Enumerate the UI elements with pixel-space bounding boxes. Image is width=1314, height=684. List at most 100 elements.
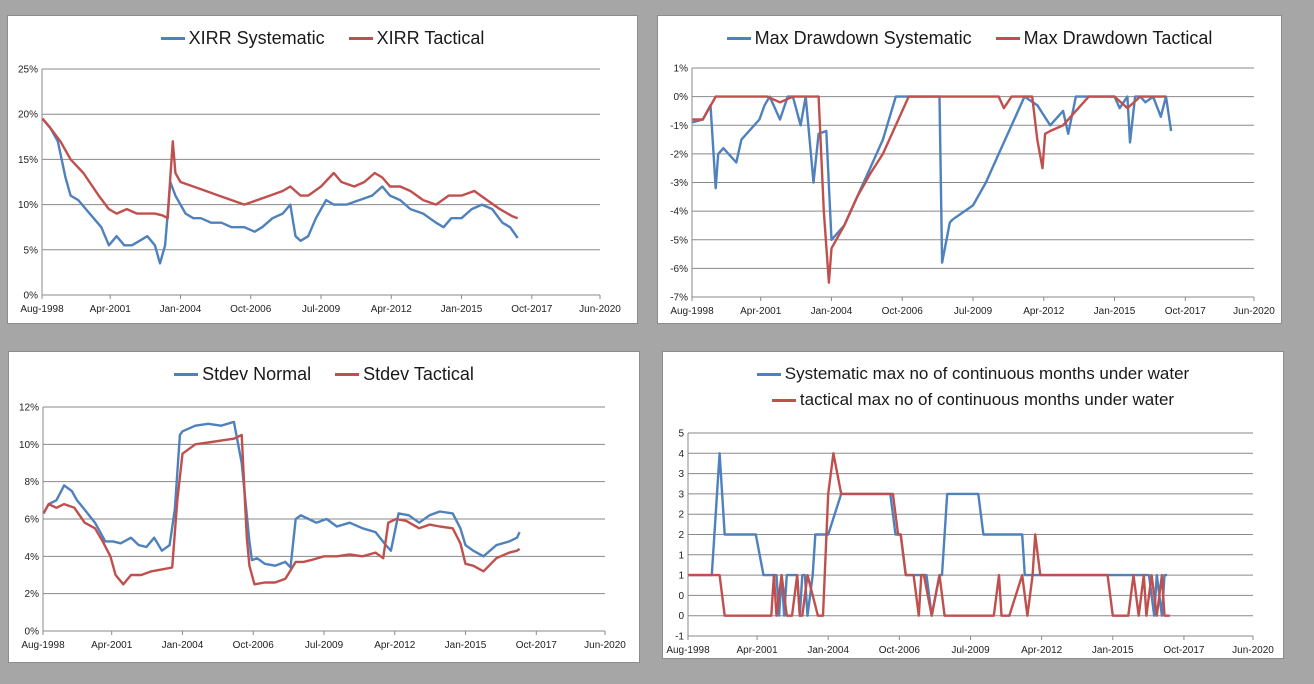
y-tick-label: 8% bbox=[25, 477, 40, 488]
x-tick-label: Oct-2006 bbox=[230, 304, 272, 315]
series-line-red bbox=[692, 95, 1166, 284]
x-tick-label: Jun-2020 bbox=[1233, 306, 1275, 317]
legend-label: XIRR Systematic bbox=[188, 28, 325, 48]
y-tick-label: 0 bbox=[678, 611, 684, 622]
x-tick-label: Jul-2009 bbox=[954, 306, 993, 317]
x-tick-label: Oct-2006 bbox=[879, 645, 921, 656]
x-tick-label: Jan-2004 bbox=[160, 304, 202, 315]
legend: XIRR Systematic XIRR Tactical bbox=[8, 28, 637, 49]
legend-swatch bbox=[771, 398, 796, 402]
y-tick-label: -4% bbox=[670, 207, 688, 218]
y-tick-label: -7% bbox=[670, 293, 688, 304]
legend-label: Systematic max no of continuous months u… bbox=[784, 364, 1190, 383]
y-tick-label: 1% bbox=[674, 64, 689, 75]
y-tick-label: 0% bbox=[24, 291, 39, 302]
x-tick-label: Jul-2009 bbox=[951, 645, 990, 656]
x-tick-label: Apr-2012 bbox=[1021, 645, 1063, 656]
y-tick-label: 0% bbox=[25, 627, 40, 638]
x-tick-label: Jun-2020 bbox=[584, 640, 626, 651]
y-tick-label: -2% bbox=[670, 149, 688, 160]
x-tick-label: Jan-2004 bbox=[811, 306, 853, 317]
series-line-red bbox=[688, 452, 1170, 617]
chart-panel-xirr: XIRR Systematic XIRR Tactical 0% 5% 10% 15%… bbox=[7, 15, 638, 324]
x-tick-label: Oct-2017 bbox=[511, 304, 553, 315]
x-tick-label: Oct-2006 bbox=[882, 306, 924, 317]
legend-item-systematic: Max Drawdown Systematic bbox=[726, 28, 972, 49]
x-tick-label: Apr-2001 bbox=[737, 645, 779, 656]
x-tick-label: Oct-2006 bbox=[233, 640, 275, 651]
legend: Stdev Normal Stdev Tactical bbox=[9, 364, 639, 385]
x-tick-label: Apr-2012 bbox=[374, 640, 416, 651]
x-tick-label: Jan-2015 bbox=[1094, 306, 1136, 317]
legend-item-tactical: Max Drawdown Tactical bbox=[995, 28, 1213, 49]
x-tick-label: Oct-2017 bbox=[516, 640, 558, 651]
x-tick-label: Jan-2015 bbox=[441, 304, 483, 315]
x-tick-label: Apr-2012 bbox=[1023, 306, 1065, 317]
legend-swatch bbox=[348, 37, 373, 40]
legend-swatch bbox=[160, 37, 185, 40]
x-tick-label: Jan-2015 bbox=[445, 640, 487, 651]
y-tick-label: 2% bbox=[25, 589, 40, 600]
legend-swatch bbox=[726, 37, 751, 40]
x-tick-label: Jul-2009 bbox=[302, 304, 341, 315]
y-tick-label: 10% bbox=[19, 440, 39, 451]
chart-panel-max-drawdown: Max Drawdown Systematic Max Drawdown Tac… bbox=[657, 15, 1282, 324]
chart-svg: 0% 2% 4% 6% 8% 10% 12% Aug-1998 Apr-2001 Jan-2004… bbox=[19, 403, 626, 652]
legend-item-systematic: Systematic max no of continuous months u… bbox=[756, 364, 1190, 384]
y-tick-label: 2 bbox=[678, 530, 684, 541]
chart-svg: 0% 5% 10% 15% 20% 25% Aug-1998 Apr-2001 Jan-2004… bbox=[18, 65, 621, 316]
y-tick-label: 2 bbox=[678, 510, 684, 521]
y-tick-label: 1 bbox=[678, 550, 684, 561]
series-line-red bbox=[42, 433, 521, 586]
x-tick-label: Apr-2001 bbox=[91, 640, 133, 651]
x-tick-label: Aug-1998 bbox=[21, 640, 65, 651]
x-tick-label: Aug-1998 bbox=[666, 645, 710, 656]
series-line-red bbox=[41, 117, 519, 220]
y-tick-label: 3 bbox=[678, 469, 684, 480]
x-tick-label: Jun-2020 bbox=[1232, 645, 1274, 656]
legend-swatch bbox=[174, 373, 199, 376]
x-tick-label: Aug-1998 bbox=[670, 306, 714, 317]
y-tick-label: 20% bbox=[18, 110, 38, 121]
legend-item-systematic: XIRR Systematic bbox=[160, 28, 325, 49]
series-line-blue bbox=[688, 452, 1168, 617]
y-tick-label: 0 bbox=[678, 591, 684, 602]
series-line-blue bbox=[42, 420, 521, 569]
legend-swatch bbox=[335, 373, 360, 376]
y-tick-label: 4% bbox=[25, 552, 40, 563]
legend-item-tactical: tactical max no of continuous months und… bbox=[771, 390, 1175, 410]
x-tick-label: Jun-2020 bbox=[579, 304, 621, 315]
y-tick-label: 4 bbox=[678, 449, 684, 460]
legend-label: tactical max no of continuous months und… bbox=[799, 390, 1175, 409]
y-tick-label: 10% bbox=[18, 200, 38, 211]
series-line-blue bbox=[41, 117, 519, 265]
series-line-blue bbox=[692, 95, 1173, 264]
y-tick-label: 12% bbox=[19, 403, 39, 414]
x-tick-label: Oct-2017 bbox=[1163, 645, 1205, 656]
legend: Systematic max no of continuous months u… bbox=[663, 364, 1283, 410]
y-tick-label: 5% bbox=[24, 245, 39, 256]
legend-label: Stdev Normal bbox=[202, 364, 312, 384]
x-tick-label: Apr-2012 bbox=[371, 304, 413, 315]
y-tick-label: -6% bbox=[670, 264, 688, 275]
x-tick-label: Aug-1998 bbox=[20, 304, 64, 315]
legend-item-tactical: Stdev Tactical bbox=[335, 364, 474, 385]
y-tick-label: -1 bbox=[675, 632, 684, 643]
chart-svg: 5 4 3 3 2 2 1 1 0 0 -1 Aug-1998 Apr-2001 Jan-2004 Oct-… bbox=[666, 429, 1274, 657]
legend-label: Stdev Tactical bbox=[363, 364, 474, 384]
x-tick-label: Jan-2004 bbox=[807, 645, 849, 656]
chart-svg: 1% 0% -1% -2% -3% -4% -5% -6% -7% Aug-1998 Apr-200… bbox=[670, 64, 1275, 318]
y-tick-label: -1% bbox=[670, 121, 688, 132]
x-tick-label: Jan-2004 bbox=[162, 640, 204, 651]
x-tick-label: Jul-2009 bbox=[305, 640, 344, 651]
y-tick-label: -3% bbox=[670, 178, 688, 189]
x-tick-label: Jan-2015 bbox=[1092, 645, 1134, 656]
legend-label: XIRR Tactical bbox=[376, 28, 485, 48]
y-tick-label: 0% bbox=[674, 92, 689, 103]
legend-swatch bbox=[756, 372, 781, 376]
x-tick-label: Apr-2001 bbox=[740, 306, 782, 317]
y-tick-label: 3 bbox=[678, 489, 684, 500]
x-tick-label: Apr-2001 bbox=[90, 304, 132, 315]
chart-panel-months-under-water: Systematic max no of continuous months u… bbox=[662, 351, 1284, 659]
legend-label: Max Drawdown Tactical bbox=[1023, 28, 1213, 48]
